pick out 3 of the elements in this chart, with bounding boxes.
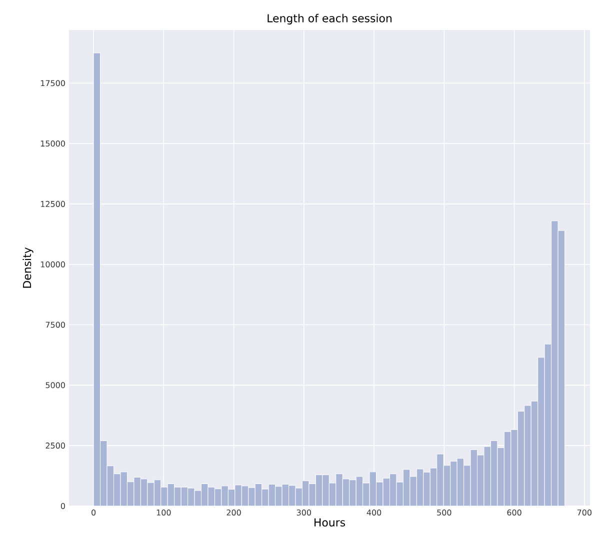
chart-title: Length of each session — [268, 14, 392, 24]
y-axis-title: Density — [22, 247, 34, 288]
x-axis-title: Hours — [314, 518, 346, 527]
